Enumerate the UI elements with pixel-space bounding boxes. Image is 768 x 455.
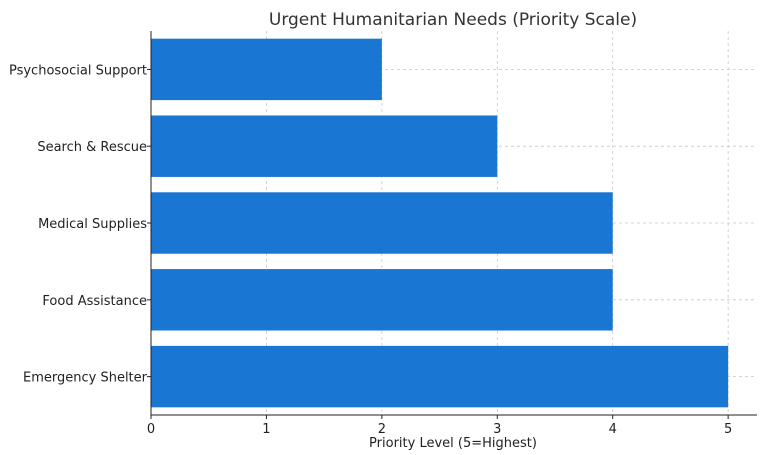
bar-emergency-shelter	[151, 345, 729, 408]
y-tick-label: Emergency Shelter	[23, 371, 148, 386]
bar-food-assistance	[151, 269, 613, 331]
bar-search-rescue	[151, 115, 498, 177]
x-tick-label: 0	[147, 422, 155, 437]
y-tick-label: Psychosocial Support	[9, 63, 147, 78]
x-tick-label: 3	[493, 422, 501, 437]
y-tick-label: Search & Rescue	[37, 140, 147, 155]
axis-layer: 0 1 2 3 4 5 Emergency Shelter Food Assistance Me…	[9, 31, 757, 437]
x-tick-label: 5	[724, 422, 732, 437]
x-axis-label: Priority Level (5=Highest)	[369, 436, 537, 451]
y-tick-label: Food Assistance	[42, 294, 147, 309]
chart-title: Urgent Humanitarian Needs (Priority Scal…	[269, 10, 637, 30]
x-tick-label: 2	[378, 422, 386, 437]
x-tick-label: 4	[609, 422, 617, 437]
bar-medical-supplies	[151, 192, 613, 254]
bar-layer	[151, 38, 729, 408]
x-tick-label: 1	[262, 422, 270, 437]
y-tick-label: Medical Supplies	[38, 217, 147, 232]
bar-psychosocial-support	[151, 38, 382, 101]
